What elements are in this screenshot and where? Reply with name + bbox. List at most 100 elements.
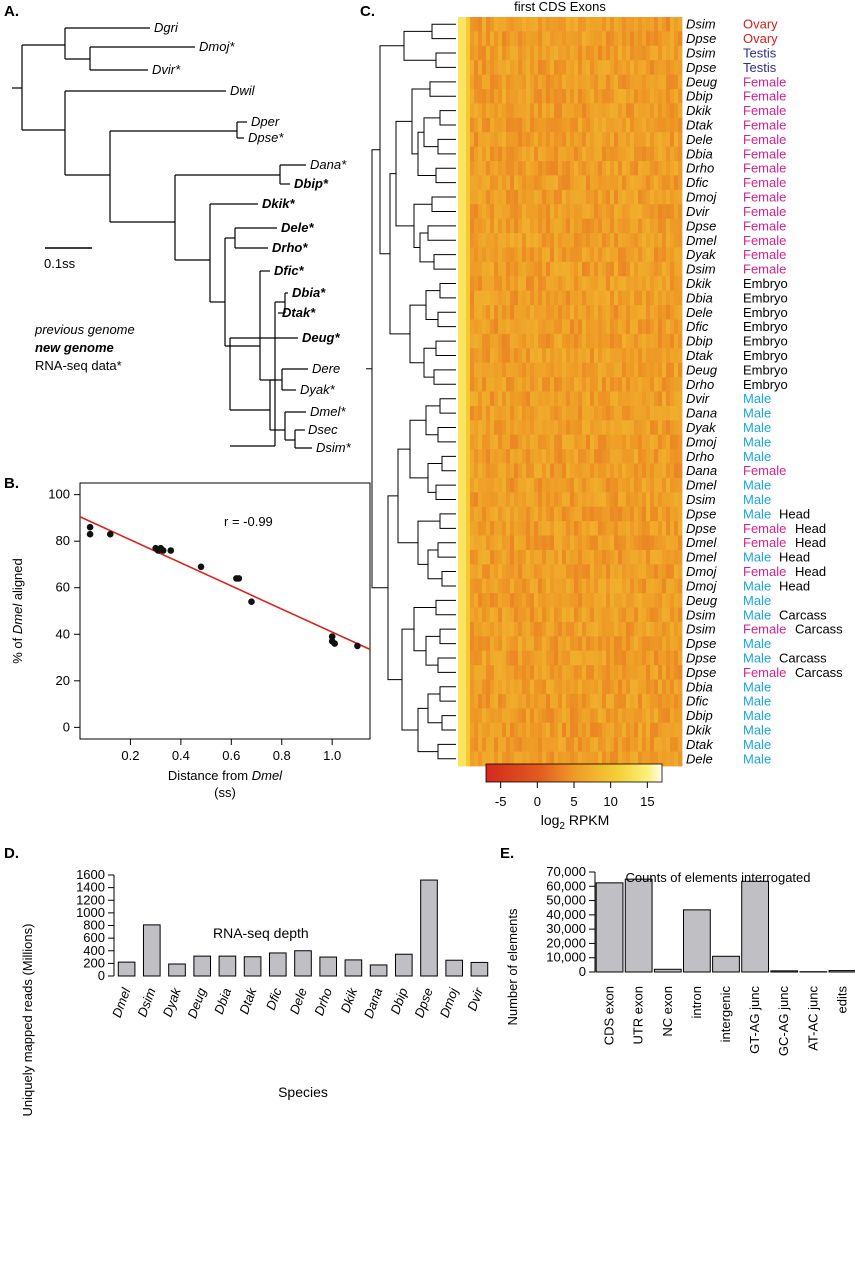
- heatmap-cell: [478, 233, 483, 248]
- heatmap-cell: [638, 751, 643, 767]
- heatmap-cell: [494, 449, 499, 464]
- heatmap-cell: [498, 506, 503, 522]
- legend-previous-genome: previous genome: [34, 322, 135, 337]
- heatmap-cell: [502, 290, 507, 306]
- heatmap-cell: [510, 218, 515, 234]
- heatmap-cell: [638, 405, 643, 421]
- heatmap-cell: [618, 362, 623, 378]
- heatmap-cell: [598, 305, 603, 320]
- heatmap-cell: [474, 161, 479, 176]
- heatmap-cell: [542, 405, 547, 421]
- heatmap-cell: [566, 535, 571, 551]
- heatmap-cell: [606, 45, 611, 61]
- heatmap-cell: [510, 621, 515, 637]
- heatmap-cell: [570, 60, 575, 76]
- heatmap-cell: [618, 31, 623, 47]
- heatmap-cell: [574, 708, 579, 724]
- heatmap-cell: [678, 276, 683, 292]
- colorbar-tick-label: 0: [534, 794, 541, 809]
- heatmap-cell: [502, 420, 507, 436]
- heatmap-cell: [658, 391, 663, 407]
- heatmap-row-species: Dbip: [686, 334, 713, 349]
- scatter-point: [331, 640, 338, 647]
- heatmap-cell: [478, 434, 483, 450]
- bar-dbia: [218, 955, 237, 977]
- heatmap-cell: [622, 607, 627, 623]
- heatmap-cell: [502, 31, 507, 47]
- heatmap-cell: [626, 161, 631, 176]
- heatmap-cell: [514, 218, 519, 234]
- heatmap-cell: [638, 319, 643, 335]
- heatmap-row-sex: Male: [743, 636, 771, 651]
- heatmap-row-species: Dmoj: [686, 578, 717, 593]
- heatmap-cell: [570, 146, 575, 162]
- heatmap-cell: [670, 521, 675, 536]
- heatmap-cell: [602, 17, 607, 32]
- heatmap-cell: [566, 405, 571, 421]
- heatmap-cell: [638, 535, 643, 551]
- heatmap-cell: [642, 74, 647, 90]
- heatmap-cell: [562, 261, 567, 277]
- heatmap-cell: [674, 233, 679, 248]
- heatmap-cell: [650, 420, 655, 436]
- heatmap-cell: [510, 377, 515, 392]
- heatmap-cell: [674, 261, 679, 277]
- bar-category-label: Dyak: [160, 984, 185, 1018]
- heatmap-cell: [558, 679, 563, 695]
- heatmap-cell: [458, 679, 463, 695]
- heatmap-cell: [622, 45, 627, 61]
- heatmap-cell: [622, 391, 627, 407]
- heatmap-cell: [466, 679, 471, 695]
- heatmap-cell: [666, 348, 671, 364]
- heatmap-cell: [634, 549, 639, 565]
- heatmap-cell: [514, 636, 519, 652]
- heatmap-cell: [562, 434, 567, 450]
- heatmap-cell: [470, 449, 475, 464]
- heatmap-cell: [510, 31, 515, 47]
- heatmap-cell: [534, 348, 539, 364]
- heatmap-cell: [678, 722, 683, 738]
- heatmap-cell: [610, 506, 615, 522]
- heatmap-cell: [638, 607, 643, 623]
- heatmap-cell: [554, 463, 559, 479]
- heatmap-cell: [482, 708, 487, 724]
- heatmap-cell: [662, 636, 667, 652]
- heatmap-cell: [638, 103, 643, 119]
- heatmap-cell: [622, 74, 627, 90]
- tree-leaf-deug: Deug*: [302, 330, 341, 345]
- heatmap-cell: [518, 247, 523, 263]
- heatmap-cell: [502, 492, 507, 508]
- heatmap-cell: [634, 233, 639, 248]
- heatmap-cell: [598, 751, 603, 767]
- tree-leaf-dere: Dere: [312, 361, 340, 376]
- heatmap-cell: [490, 607, 495, 623]
- heatmap-cell: [606, 218, 611, 234]
- heatmap-cell: [618, 708, 623, 724]
- heatmap-cell: [618, 722, 623, 738]
- heatmap-cell: [586, 463, 591, 479]
- heatmap-cell: [586, 621, 591, 637]
- heatmap-cell: [594, 492, 599, 508]
- heatmap-cell: [530, 117, 535, 133]
- heatmap-cell: [590, 492, 595, 508]
- heatmap-cell: [522, 276, 527, 292]
- heatmap-cell: [578, 89, 583, 104]
- heatmap-cell: [602, 161, 607, 176]
- heatmap-cell: [626, 117, 631, 133]
- heatmap-cell: [578, 319, 583, 335]
- heatmap-cell: [498, 89, 503, 104]
- heatmap-cell: [518, 578, 523, 594]
- heatmap-cell: [574, 117, 579, 133]
- heatmap-row-species: Drho: [686, 377, 714, 392]
- heatmap-cell: [654, 549, 659, 565]
- heatmap-cell: [622, 693, 627, 709]
- heatmap-cell: [674, 117, 679, 133]
- heatmap-cell: [474, 405, 479, 421]
- heatmap-cell: [498, 362, 503, 378]
- heatmap-cell: [526, 261, 531, 277]
- heatmap-cell: [638, 593, 643, 608]
- heatmap-cell: [530, 521, 535, 536]
- heatmap-cell: [610, 708, 615, 724]
- dendrogram-branch: [433, 369, 456, 385]
- heatmap-cell: [462, 60, 467, 76]
